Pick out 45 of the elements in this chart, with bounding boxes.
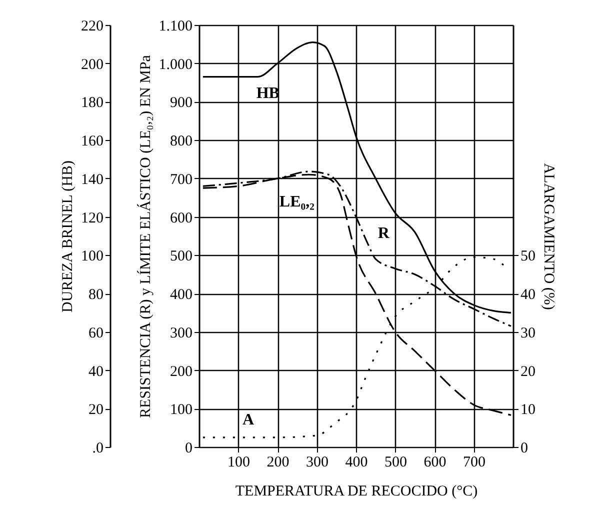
- y3-tick-label: 0: [520, 440, 528, 456]
- y2-tick-label: 300: [170, 325, 192, 342]
- series-label: R: [378, 225, 390, 242]
- y-tick-label: 120: [81, 210, 104, 226]
- y-tick-label: 80: [88, 287, 104, 304]
- x-tick-label: 300: [306, 454, 328, 470]
- series-label: A: [242, 411, 254, 428]
- y2-tick-label: 900: [170, 95, 192, 112]
- y-tick-label: 100: [81, 248, 104, 265]
- y3-tick-label: 50: [520, 248, 536, 265]
- y3-tick-label: 20: [520, 364, 536, 380]
- y2-axis-title: RESISTENCIA (R) y LÍMITE ELÁSTICO (LE₀,₂) EN MPa: [136, 54, 154, 418]
- y2-tick-label: 1.100: [158, 18, 192, 34]
- y-tick-label: 40: [88, 364, 104, 380]
- y-tick-label: 140: [81, 172, 104, 188]
- series-label: HB: [256, 84, 280, 102]
- y3-axis-title: ALARGAMIENTO (%): [540, 163, 556, 310]
- y-tick-label: 60: [88, 325, 104, 342]
- y2-tick-label: 800: [170, 134, 192, 150]
- y-tick-label: 160: [81, 134, 104, 150]
- y2-tick-label: 0: [185, 440, 192, 456]
- y2-tick-label: 100: [170, 402, 192, 418]
- y3-tick-label: 40: [520, 287, 536, 304]
- y2-tick-label: 700: [170, 172, 192, 188]
- y3-tick-label: 30: [520, 325, 536, 342]
- y-tick-label: 20: [88, 402, 104, 418]
- x-tick-label: 400: [345, 454, 368, 470]
- y-tick-label: 220: [81, 18, 104, 34]
- y-axis-title: DUREZA BRINEL (HB): [60, 160, 76, 312]
- x-tick-label: 600: [424, 454, 446, 470]
- x-tick-label: 700: [463, 454, 486, 470]
- y2-tick-label: 400: [170, 287, 192, 304]
- x-tick-label: 100: [228, 454, 250, 470]
- y2-tick-label: 1.000: [158, 56, 192, 73]
- x-axis-title: TEMPERATURA DE RECOCIDO (°C): [235, 484, 478, 500]
- y2-tick-label: 600: [170, 210, 192, 226]
- series-label: LE₀,₂: [279, 194, 315, 211]
- y-tick-label: 180: [81, 95, 104, 112]
- x-tick-label: 500: [384, 454, 407, 470]
- x-tick-label: 200: [266, 454, 290, 470]
- y-tick-label: 200: [81, 56, 104, 73]
- y2-tick-label: 500: [170, 248, 192, 265]
- y3-tick-label: 10: [520, 402, 536, 418]
- y-tick-label: .0: [92, 440, 104, 456]
- y2-tick-label: 200: [170, 364, 192, 380]
